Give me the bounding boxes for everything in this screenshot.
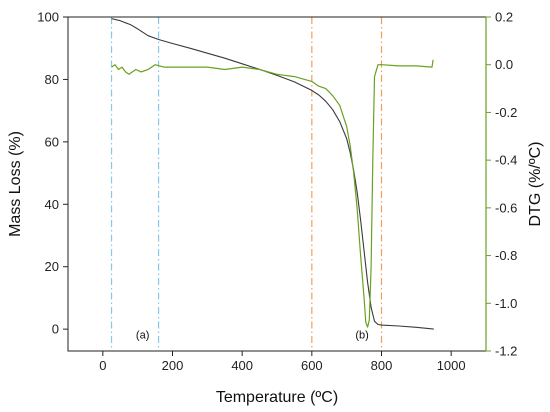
x-tick-label: 200 — [162, 358, 184, 373]
annotation-label-1: (a) — [136, 330, 149, 342]
plot-frame — [67, 16, 487, 352]
right-tick-label: -0.2 — [495, 105, 517, 120]
left-tick-label: 100 — [37, 10, 59, 25]
annotation-label-2: (b) — [355, 330, 368, 342]
annotations: (a) (b) — [136, 330, 369, 342]
right-tick-label: 0.2 — [495, 10, 513, 25]
x-axis-ticks: 0 200 400 600 800 1000 — [99, 351, 466, 373]
left-tick-label: 40 — [45, 197, 59, 212]
left-tick-label: 20 — [45, 259, 59, 274]
right-tick-label: -0.6 — [495, 200, 517, 215]
left-tick-label: 80 — [45, 72, 59, 87]
x-tick-label: 600 — [301, 358, 323, 373]
right-tick-label: -0.8 — [495, 248, 517, 263]
series-lines — [111, 18, 434, 330]
x-tick-label: 800 — [371, 358, 393, 373]
right-tick-label: -0.4 — [495, 153, 517, 168]
left-tick-label: 60 — [45, 134, 59, 149]
mass-loss-line — [111, 18, 434, 330]
right-axis-ticks: -1.2 -1.0 -0.8 -0.6 -0.4 -0.2 0.0 0.2 — [486, 10, 517, 359]
x-axis-title: Temperature (ºC) — [216, 389, 338, 406]
dtg-line — [111, 59, 434, 328]
left-axis-title: Mass Loss (%) — [7, 131, 24, 237]
x-tick-label: 1000 — [437, 358, 466, 373]
left-axis-ticks: 0 20 40 60 80 100 — [37, 10, 68, 337]
right-tick-label: 0.0 — [495, 57, 513, 72]
right-axis-title: DTG (%/ºC) — [527, 142, 544, 227]
x-tick-label: 0 — [99, 358, 106, 373]
right-tick-label: -1.2 — [495, 344, 517, 359]
x-tick-label: 400 — [231, 358, 253, 373]
right-tick-label: -1.0 — [495, 296, 517, 311]
left-tick-label: 0 — [52, 322, 59, 337]
reference-lines — [110, 17, 383, 351]
